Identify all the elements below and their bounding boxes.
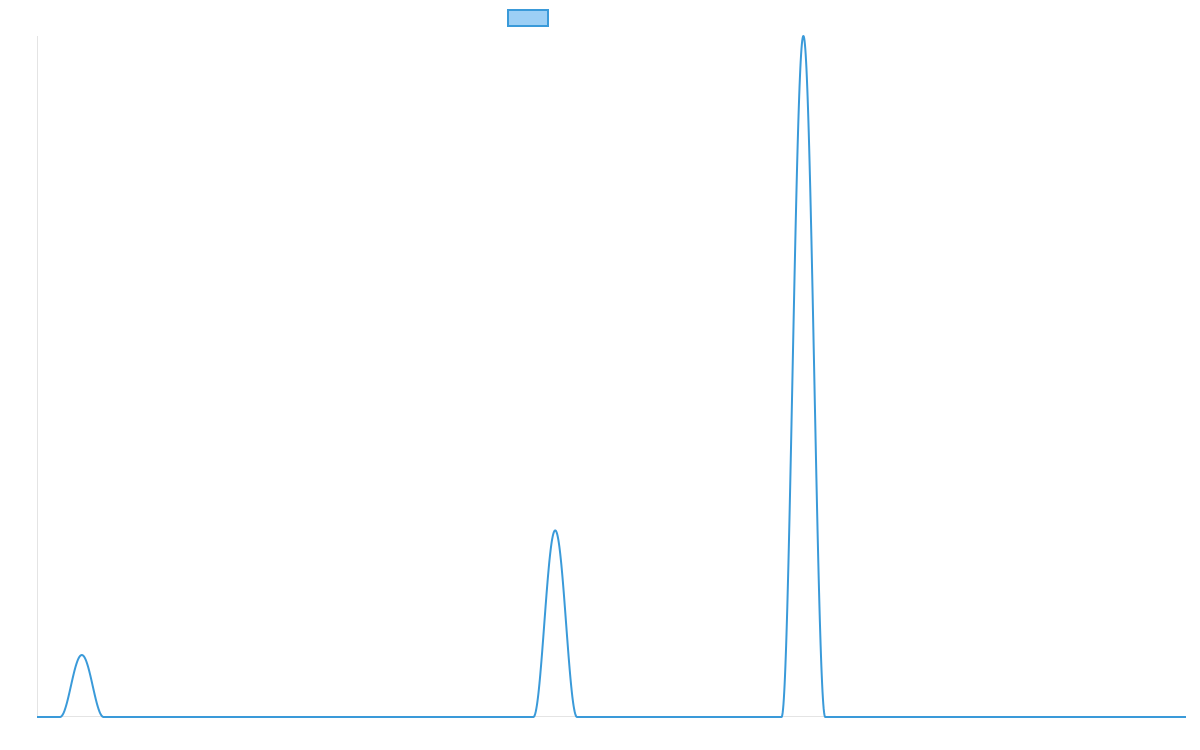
- legend-swatch-0[interactable]: [507, 9, 549, 27]
- legend[interactable]: [507, 9, 549, 27]
- series-line-0: [36, 35, 1187, 718]
- series-layer: [36, 35, 1187, 718]
